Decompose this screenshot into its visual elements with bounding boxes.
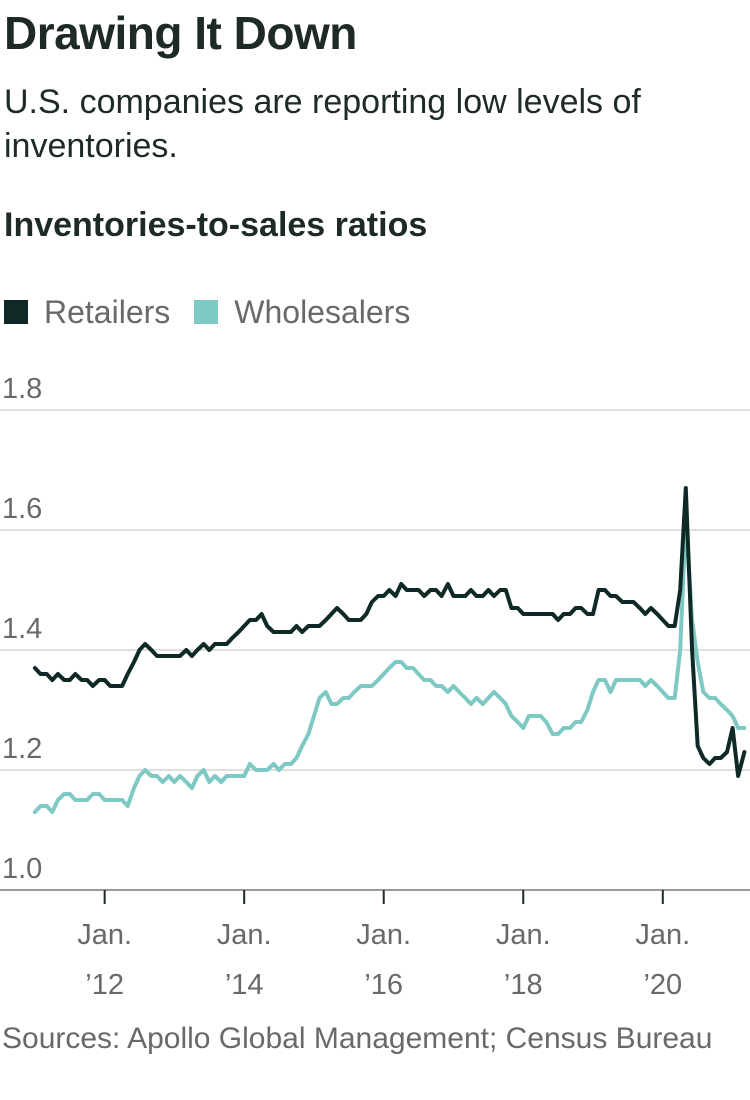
y-tick-label: 1.4 [2, 613, 42, 645]
chart-heading: Inventories-to-sales ratios [4, 206, 428, 244]
x-tick-label-year: ’18 [504, 969, 543, 1001]
x-tick-label-month: Jan. [635, 919, 690, 951]
x-tick-label-month: Jan. [77, 919, 132, 951]
line-chart: 1.0 1.2 1.4 1.6 1.8 Jan. ’12 Jan. ’14 Jan. ’16 Jan.… [0, 373, 750, 1001]
x-tick-label-month: Jan. [217, 919, 272, 951]
x-tick-label-month: Jan. [496, 919, 551, 951]
chart-subtitle: U.S. companies are reporting low levels … [4, 83, 641, 165]
legend: Retailers Wholesalers [4, 292, 434, 332]
legend-item-wholesalers: Wholesalers [194, 294, 410, 331]
x-tick-label-year: ’20 [643, 969, 682, 1001]
chart-title: Drawing It Down [4, 7, 357, 59]
x-tick-label-month: Jan. [356, 919, 411, 951]
x-tick-label-year: ’16 [364, 969, 403, 1001]
series-line-wholesalers [32, 516, 747, 814]
x-tick-label-year: ’14 [225, 969, 264, 1001]
legend-label-retailers: Retailers [44, 293, 171, 330]
x-tick-label-year: ’12 [85, 969, 124, 1001]
y-tick-label: 1.2 [2, 733, 42, 765]
y-tick-label: 1.6 [2, 493, 42, 525]
legend-label-wholesalers: Wholesalers [234, 293, 411, 330]
source-note: Sources: Apollo Global Management; Censu… [2, 1022, 713, 1055]
y-tick-label: 1.0 [2, 853, 42, 885]
series-line-retailers [32, 486, 747, 778]
legend-item-retailers: Retailers [4, 294, 170, 331]
legend-swatch-retailers [4, 300, 28, 324]
legend-swatch-wholesalers [194, 300, 219, 324]
y-tick-label: 1.8 [2, 373, 42, 405]
